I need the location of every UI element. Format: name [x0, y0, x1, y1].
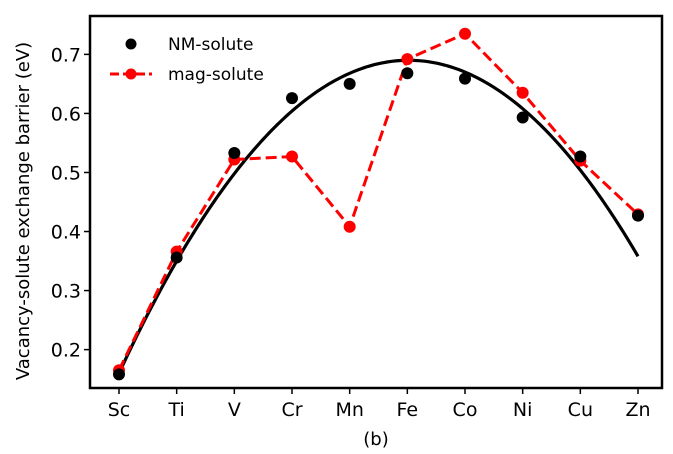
- nm-solute-point: [574, 150, 587, 163]
- x-tick-label: Cr: [281, 399, 302, 421]
- nm-solute-point: [401, 67, 414, 80]
- nm-solute-layer: [113, 67, 644, 381]
- legend-mag-solute-label: mag-solute: [168, 65, 264, 85]
- nm-solute-point: [516, 111, 529, 124]
- mag-solute-point: [286, 150, 298, 163]
- mag-solute-point: [516, 86, 529, 99]
- x-tick-label: Mn: [335, 399, 363, 421]
- x-axis-label: (b): [363, 429, 388, 450]
- legend-nm-solute-marker: [125, 38, 137, 50]
- mag-solute-point: [459, 27, 471, 40]
- x-tick-label: Cu: [568, 399, 593, 421]
- mag-solute-point: [343, 220, 356, 233]
- mag-solute-point: [401, 53, 414, 66]
- nm-solute-point: [228, 146, 241, 159]
- y-axis-label: Vacancy-solute exchange barrier (eV): [13, 42, 34, 380]
- y-tick-label: 0.3: [51, 281, 81, 303]
- fit-curve-layer: [117, 58, 640, 374]
- nm-solute-point: [632, 209, 644, 222]
- legend-mag-solute-marker: [125, 68, 137, 80]
- fit-curve: [117, 58, 640, 374]
- y-tick-label: 0.5: [51, 162, 81, 184]
- nm-solute-point: [459, 72, 471, 85]
- y-tick-label: 0.4: [51, 222, 81, 244]
- x-tick-label: Ni: [513, 399, 533, 421]
- x-tick-label: Sc: [108, 399, 131, 421]
- x-tick-label: Zn: [625, 399, 650, 421]
- x-tick-label: V: [228, 399, 241, 421]
- x-ticks: Sc Ti V Cr Mn Fe Co Ni Cu Zn: [108, 388, 651, 421]
- nm-solute-point: [113, 368, 125, 381]
- y-tick-label: 0.7: [51, 44, 81, 66]
- legend-nm-solute-label: NM-solute: [168, 35, 253, 55]
- y-ticks: 0.2 0.3 0.4 0.5 0.6 0.7: [51, 44, 90, 362]
- legend: NM-solute mag-solute: [110, 35, 264, 85]
- nm-solute-point: [170, 251, 183, 264]
- mag-solute-line: [117, 31, 640, 371]
- x-tick-label: Ti: [168, 399, 185, 421]
- x-tick-label: Fe: [397, 399, 419, 421]
- y-tick-label: 0.6: [51, 103, 81, 125]
- plot-frame: [88, 14, 664, 390]
- y-tick-label: 0.2: [51, 340, 81, 362]
- nm-solute-point: [286, 92, 298, 105]
- nm-solute-point: [343, 77, 356, 90]
- x-tick-label: Co: [453, 399, 478, 421]
